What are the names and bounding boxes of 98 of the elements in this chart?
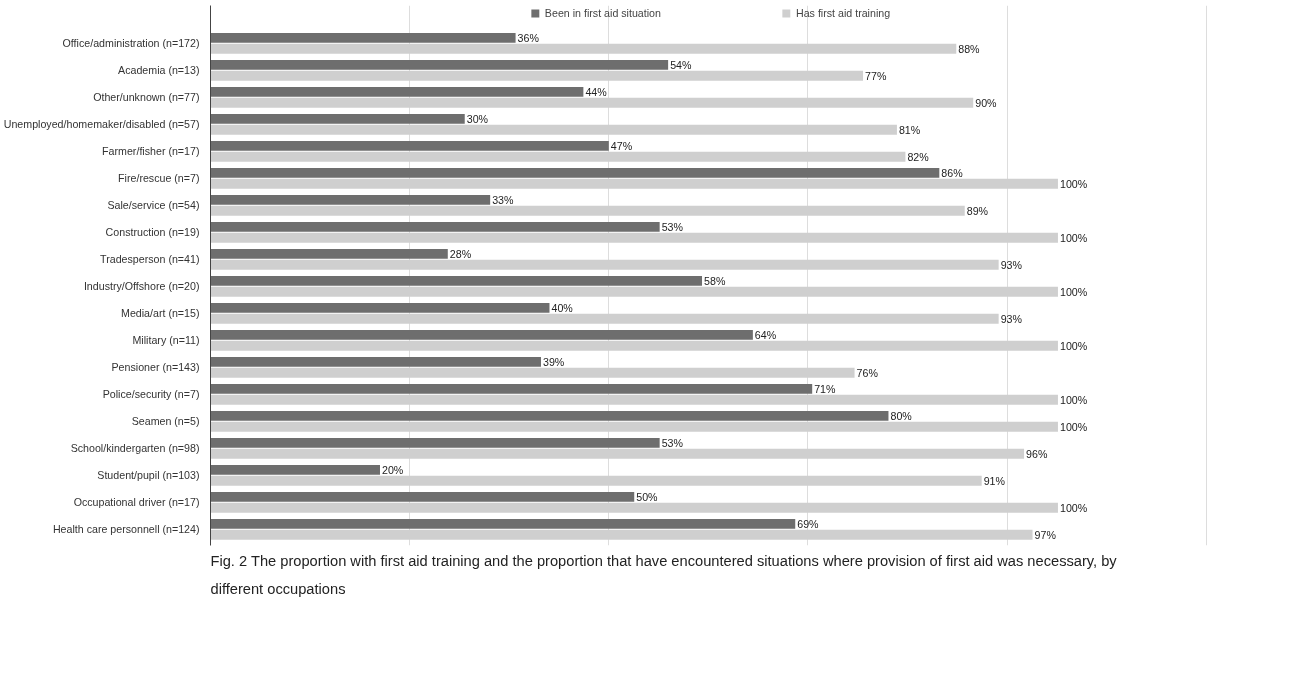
data-label: 44% bbox=[585, 85, 608, 98]
bar bbox=[210, 302, 550, 313]
data-label: 97% bbox=[1034, 528, 1057, 541]
bar bbox=[210, 194, 491, 205]
data-label: 20% bbox=[381, 463, 404, 476]
data-label: 100% bbox=[1059, 231, 1088, 244]
data-label: 50% bbox=[636, 490, 659, 503]
data-label: 28% bbox=[449, 247, 472, 260]
bar bbox=[210, 286, 1058, 297]
data-label: 93% bbox=[1000, 258, 1023, 271]
bar bbox=[210, 464, 380, 475]
bar bbox=[210, 475, 982, 486]
bar bbox=[210, 518, 796, 529]
y-tick-label: Unemployed/homemaker/disabled (n=57) bbox=[3, 118, 200, 131]
y-tick-label: Health care personnell (n=124) bbox=[52, 523, 200, 536]
data-label: 36% bbox=[517, 31, 540, 44]
bar bbox=[210, 275, 703, 286]
data-label: 100% bbox=[1059, 501, 1088, 514]
data-label: 76% bbox=[856, 366, 879, 379]
bar bbox=[210, 259, 999, 270]
bar bbox=[210, 394, 1058, 405]
y-tick-label: Other/unknown (n=77) bbox=[93, 91, 200, 104]
bar bbox=[210, 410, 889, 421]
y-tick-label: Fire/rescue (n=7) bbox=[118, 172, 200, 185]
bar bbox=[210, 59, 669, 70]
data-label: 81% bbox=[898, 123, 921, 136]
y-tick-label: Pensioner (n=143) bbox=[111, 361, 200, 374]
caption: Fig. 2 The proportion with first aid training and the proportion that have encountered situations where provision of first aid was necessary, by different occupations bbox=[210, 552, 1118, 597]
y-tick-label: Academia (n=13) bbox=[118, 64, 200, 77]
data-label: 100% bbox=[1059, 339, 1088, 352]
data-label: 71% bbox=[814, 382, 837, 395]
legend-label: Been in first aid situation bbox=[544, 7, 661, 19]
data-label: 54% bbox=[670, 58, 692, 71]
data-label: 64% bbox=[754, 328, 777, 341]
y-tick-label: Media/art (n=15) bbox=[121, 307, 200, 320]
data-label: 30% bbox=[466, 112, 489, 125]
data-label: 33% bbox=[492, 193, 515, 206]
y-tick-label: Occupational driver (n=17) bbox=[73, 496, 200, 509]
data-label: 82% bbox=[907, 150, 930, 163]
y-tick-label: Seamen (n=5) bbox=[131, 415, 200, 428]
data-label: 80% bbox=[890, 409, 913, 422]
bar bbox=[210, 329, 753, 340]
bar bbox=[210, 113, 465, 124]
bar bbox=[210, 221, 660, 232]
bar bbox=[210, 205, 965, 216]
data-label: 100% bbox=[1059, 393, 1088, 406]
data-label: 58% bbox=[704, 274, 726, 287]
bar bbox=[210, 232, 1058, 243]
y-tick-label: Construction (n=19) bbox=[105, 226, 200, 239]
data-label: 100% bbox=[1059, 420, 1088, 433]
bar bbox=[210, 70, 864, 81]
bar bbox=[210, 437, 660, 448]
bar bbox=[210, 491, 635, 502]
y-tick-label: School/kindergarten (n=98) bbox=[70, 442, 200, 455]
y-tick-label: Industry/Offshore (n=20) bbox=[83, 280, 200, 293]
bar bbox=[210, 167, 940, 178]
data-label: 100% bbox=[1059, 285, 1088, 298]
bar bbox=[210, 502, 1058, 513]
data-label: 93% bbox=[1000, 312, 1023, 325]
data-label: 47% bbox=[610, 139, 633, 152]
y-tick-label: Student/pupil (n=103) bbox=[97, 469, 200, 482]
data-label: 53% bbox=[661, 436, 684, 449]
y-tick-label: Office/administration (n=172) bbox=[62, 37, 200, 50]
bar bbox=[210, 86, 584, 97]
y-tick-label: Farmer/fisher (n=17) bbox=[102, 145, 200, 158]
y-tick-label: Tradesperson (n=41) bbox=[100, 253, 200, 266]
data-label: 69% bbox=[797, 517, 820, 530]
data-label: 86% bbox=[941, 166, 964, 179]
data-label: 91% bbox=[983, 474, 1006, 487]
bar bbox=[210, 151, 906, 162]
bar bbox=[210, 340, 1058, 351]
bar bbox=[210, 313, 999, 324]
data-label: 96% bbox=[1026, 447, 1048, 460]
bar bbox=[210, 97, 974, 108]
bar bbox=[210, 356, 542, 367]
data-label: 77% bbox=[865, 69, 887, 82]
bar bbox=[210, 421, 1058, 432]
data-label: 53% bbox=[661, 220, 684, 233]
bar bbox=[210, 178, 1058, 189]
y-tick-label: Sale/service (n=54) bbox=[107, 199, 200, 212]
bar bbox=[210, 124, 897, 135]
data-label: 40% bbox=[551, 301, 574, 314]
bar bbox=[210, 383, 813, 394]
data-label: 39% bbox=[543, 355, 565, 368]
legend-label: Has first aid training bbox=[795, 7, 891, 19]
bar bbox=[210, 248, 448, 259]
data-label: 89% bbox=[966, 204, 989, 217]
bar bbox=[210, 448, 1025, 459]
bar bbox=[210, 32, 516, 43]
y-tick-label: Military (n=11) bbox=[132, 334, 200, 347]
y-tick-label: Police/security (n=7) bbox=[102, 388, 200, 401]
bar bbox=[210, 43, 957, 54]
data-label: 90% bbox=[975, 96, 998, 109]
bar bbox=[210, 529, 1033, 540]
bar bbox=[210, 367, 855, 378]
data-label: 100% bbox=[1059, 177, 1088, 190]
bar bbox=[210, 140, 609, 151]
data-label: 88% bbox=[958, 42, 981, 55]
